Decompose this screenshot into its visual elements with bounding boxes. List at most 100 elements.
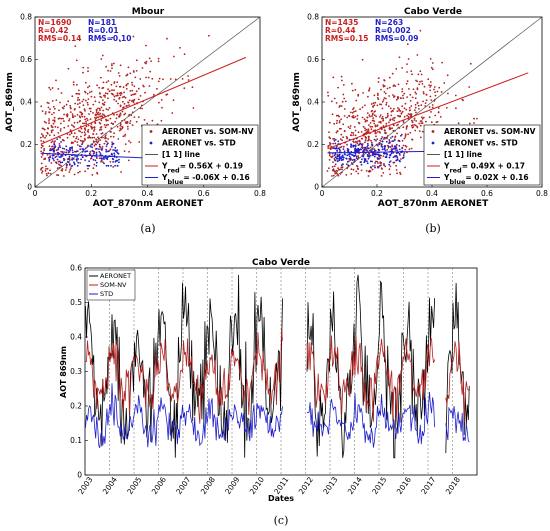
b-som-point xyxy=(342,136,344,139)
a-ytick-label: 0.2 xyxy=(20,140,32,149)
b-std-point xyxy=(334,153,337,156)
b-som-point xyxy=(391,145,394,148)
a-stat-text: RMS=0.14 xyxy=(38,34,81,43)
b-std-point xyxy=(340,159,343,162)
a-som-point xyxy=(125,121,127,123)
b-std-point xyxy=(367,155,370,158)
a-som-point xyxy=(104,134,107,137)
a-som-point xyxy=(41,172,43,174)
b-som-point xyxy=(368,170,371,173)
b-std-point xyxy=(366,160,368,163)
a-som-point xyxy=(51,100,54,102)
b-som-point xyxy=(394,149,397,151)
b-som-point xyxy=(358,139,361,142)
b-som-point xyxy=(420,104,423,107)
b-som-point xyxy=(366,116,369,119)
a-som-point xyxy=(82,66,85,69)
b-som-point xyxy=(333,97,336,100)
b-std-point xyxy=(342,163,344,166)
b-som-point xyxy=(339,168,342,171)
a-som-point xyxy=(45,173,48,175)
b-som-point xyxy=(415,93,418,95)
b-som-point xyxy=(338,106,341,108)
b-som-point xyxy=(406,43,409,46)
a-som-point xyxy=(133,107,136,109)
a-som-point xyxy=(99,146,102,149)
a-som-point xyxy=(43,120,46,123)
a-som-point xyxy=(100,119,103,122)
b-som-point xyxy=(416,80,419,83)
b-som-point xyxy=(418,122,421,125)
a-som-point xyxy=(99,37,102,40)
b-som-point xyxy=(418,130,421,133)
a-som-point xyxy=(59,101,61,104)
a-som-point xyxy=(99,112,102,115)
b-som-point xyxy=(345,136,348,138)
a-som-point xyxy=(123,91,125,94)
b-som-point xyxy=(430,84,432,87)
a-som-point xyxy=(98,86,101,89)
a-std-point xyxy=(102,156,105,159)
a-std-point xyxy=(84,159,86,162)
b-som-point xyxy=(372,102,375,105)
panel-b-legend: AERONET vs. SOM-NV AERONET vs. STD [1 1] l… xyxy=(423,124,541,186)
a-std-point xyxy=(88,152,91,155)
a-som-point xyxy=(129,72,132,75)
b-som-point xyxy=(381,100,384,103)
a-stat-text: R=0.42 xyxy=(38,26,69,35)
b-std-point xyxy=(354,147,357,150)
b-std-point xyxy=(375,153,378,156)
b-som-point xyxy=(380,88,382,91)
a-std-point xyxy=(98,143,101,146)
b-som-point xyxy=(350,173,353,175)
a-std-point xyxy=(63,159,65,162)
b-som-point xyxy=(416,54,419,56)
b-std-point xyxy=(349,159,352,161)
c-year-label: 2010 xyxy=(248,475,266,496)
a-som-point xyxy=(113,113,115,116)
a-som-point xyxy=(132,35,135,38)
a-std-point xyxy=(48,158,51,161)
b-std-point xyxy=(352,145,355,148)
b-som-point xyxy=(359,108,361,111)
a-som-point xyxy=(44,169,47,172)
b-som-point xyxy=(331,152,334,155)
a-som-point xyxy=(104,94,106,97)
b-som-point xyxy=(441,61,443,64)
a-som-point xyxy=(40,167,43,170)
b-som-point xyxy=(326,170,329,172)
a-std-point xyxy=(110,146,113,148)
b-som-point xyxy=(412,88,415,91)
b-som-point xyxy=(404,166,406,169)
c-series-som-nv xyxy=(85,329,470,424)
a-std-point xyxy=(88,160,90,163)
a-std-point xyxy=(70,147,73,149)
a-som-point xyxy=(48,122,50,125)
b-som-point xyxy=(419,124,422,127)
a-som-point xyxy=(107,69,109,72)
a-som-point xyxy=(106,92,109,95)
b-som-point xyxy=(446,74,449,77)
c-ytick-label: 0.1 xyxy=(70,436,82,445)
b-som-point xyxy=(382,99,385,101)
a-std-point xyxy=(60,141,62,143)
a-som-point xyxy=(91,136,94,139)
a-som-point xyxy=(91,126,94,129)
a-som-point xyxy=(98,107,101,110)
b-som-point xyxy=(357,140,359,143)
panel-c-series xyxy=(85,274,470,459)
a-som-point xyxy=(123,106,125,109)
c-ytick-label: 0 xyxy=(77,471,82,480)
b-som-point xyxy=(377,77,380,80)
a-som-point xyxy=(66,114,69,117)
b-som-point xyxy=(349,125,352,127)
b-som-point xyxy=(365,138,367,140)
a-som-point xyxy=(161,106,163,109)
b-som-point xyxy=(447,92,449,95)
a-som-point xyxy=(41,153,44,156)
a-std-point xyxy=(71,149,74,152)
b-som-point xyxy=(328,121,331,124)
b-std-point xyxy=(366,149,368,152)
b-som-point xyxy=(341,168,343,171)
a-som-point xyxy=(133,116,136,118)
